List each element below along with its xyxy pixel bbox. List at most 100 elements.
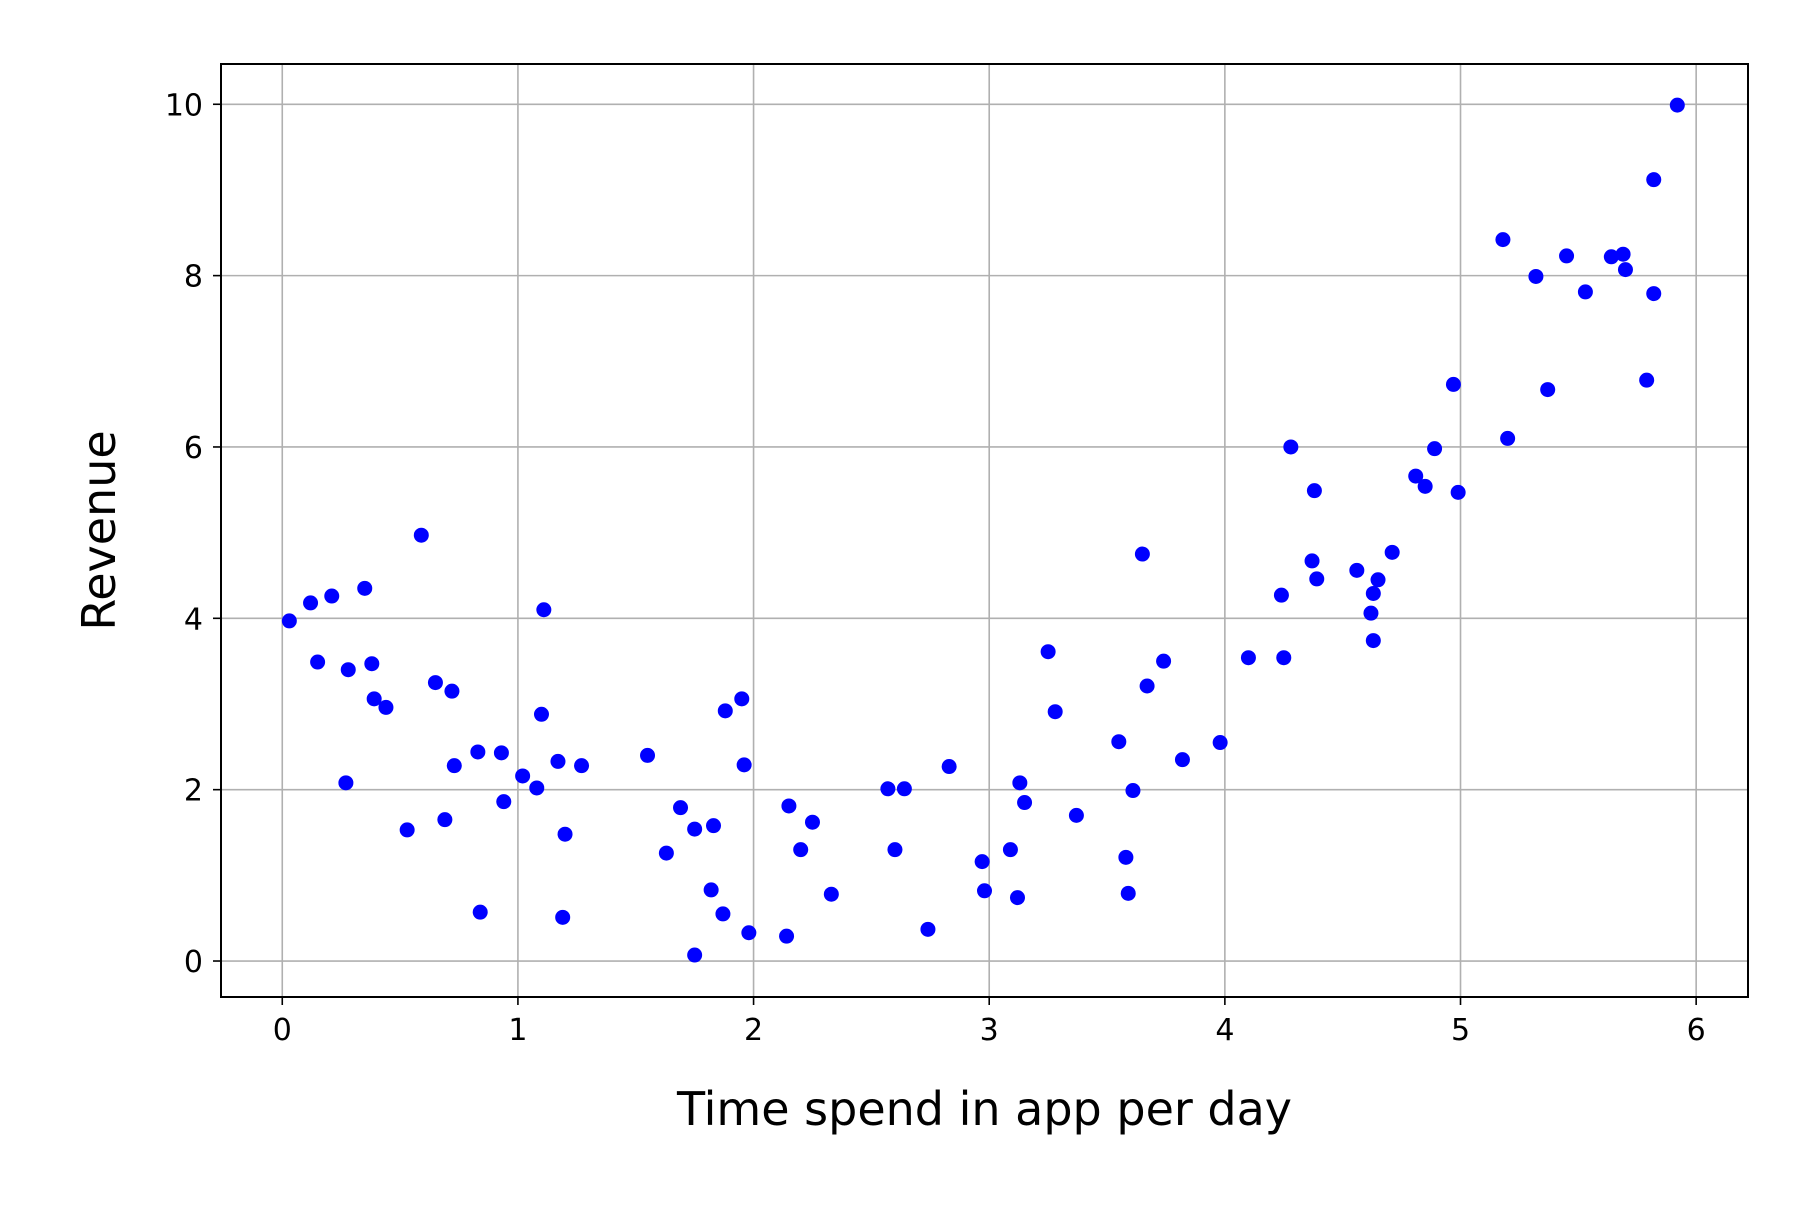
data-point: [1384, 544, 1400, 560]
x-tick-label: 5: [1451, 1013, 1470, 1048]
y-axis-title: Revenue: [72, 430, 126, 630]
data-point: [779, 928, 795, 944]
y-tick-label: 2: [184, 774, 203, 809]
data-point: [493, 745, 509, 761]
x-tick-label: 4: [1215, 1013, 1234, 1048]
data-point: [703, 882, 719, 898]
data-point: [1577, 284, 1593, 300]
data-point: [687, 947, 703, 963]
data-point: [1002, 842, 1018, 858]
data-point: [496, 794, 512, 810]
y-tick-label: 8: [184, 260, 203, 295]
data-point: [1156, 653, 1172, 669]
data-point: [364, 656, 380, 672]
data-point: [896, 781, 912, 797]
data-point: [555, 909, 571, 925]
data-point: [357, 580, 373, 596]
data-point: [734, 691, 750, 707]
data-point: [366, 691, 382, 707]
data-point: [303, 595, 319, 611]
data-point: [1365, 585, 1381, 601]
data-point: [941, 759, 957, 775]
data-point: [1500, 430, 1516, 446]
data-point: [1417, 478, 1433, 494]
y-tick-label: 6: [184, 431, 203, 466]
data-point: [1120, 885, 1136, 901]
data-point: [1047, 704, 1063, 720]
data-point: [1603, 249, 1619, 265]
data-point: [1427, 441, 1443, 457]
data-point: [338, 775, 354, 791]
data-point: [427, 675, 443, 691]
data-point: [974, 854, 990, 870]
data-point: [446, 758, 462, 774]
x-tick-label: 1: [508, 1013, 527, 1048]
data-point: [920, 921, 936, 937]
data-point: [717, 703, 733, 719]
plot-area-frame: [220, 63, 1749, 998]
data-point: [1495, 232, 1511, 248]
data-point: [1309, 571, 1325, 587]
data-points: [281, 97, 1685, 963]
data-point: [1017, 795, 1033, 811]
data-point: [1012, 775, 1028, 791]
data-point: [1669, 97, 1685, 113]
data-point: [715, 906, 731, 922]
data-point: [673, 800, 689, 816]
data-point: [793, 842, 809, 858]
data-point: [470, 744, 486, 760]
data-point: [977, 883, 992, 899]
data-point: [533, 706, 549, 722]
data-point: [1349, 562, 1365, 578]
x-tick-label: 6: [1687, 1013, 1706, 1048]
y-tick-label: 0: [184, 945, 203, 980]
data-point: [1040, 644, 1056, 660]
data-point: [1111, 734, 1127, 750]
x-tick-label: 0: [273, 1013, 292, 1048]
data-point: [1617, 262, 1633, 278]
data-point: [887, 842, 903, 858]
data-point: [1646, 172, 1662, 188]
data-point: [340, 662, 356, 678]
axis-ticks: 0 1 2 3 4 5 6 0 2 4 6 8 10: [165, 88, 1706, 1048]
grid-lines: [221, 64, 1748, 997]
data-point: [1363, 605, 1379, 621]
data-point: [1408, 468, 1424, 484]
data-point: [310, 654, 326, 670]
data-point: [687, 821, 703, 837]
data-point: [536, 602, 552, 618]
y-tick-label: 10: [165, 88, 203, 123]
data-point: [413, 527, 429, 543]
data-point: [640, 747, 656, 763]
data-point: [550, 753, 566, 769]
data-point: [1528, 268, 1544, 284]
data-point: [472, 904, 488, 920]
data-point: [823, 886, 839, 902]
data-point: [557, 826, 573, 842]
data-point: [1283, 439, 1299, 455]
data-point: [1370, 572, 1386, 588]
data-point: [804, 814, 820, 830]
data-point: [1365, 633, 1381, 649]
data-point: [1646, 286, 1662, 302]
data-point: [1134, 546, 1150, 562]
data-point: [880, 781, 896, 797]
data-point: [1276, 650, 1292, 666]
data-point: [515, 768, 531, 784]
data-point: [736, 757, 752, 773]
data-point: [781, 798, 797, 814]
y-tick-label: 4: [184, 602, 203, 637]
data-point: [1009, 890, 1025, 906]
data-point: [444, 683, 460, 699]
data-point: [1615, 246, 1631, 262]
data-point: [1174, 752, 1190, 768]
data-point: [1118, 849, 1134, 865]
x-tick-label: 3: [980, 1013, 999, 1048]
data-point: [1304, 553, 1320, 569]
data-point: [1125, 783, 1141, 799]
data-point: [529, 780, 545, 796]
data-point: [1139, 678, 1155, 694]
